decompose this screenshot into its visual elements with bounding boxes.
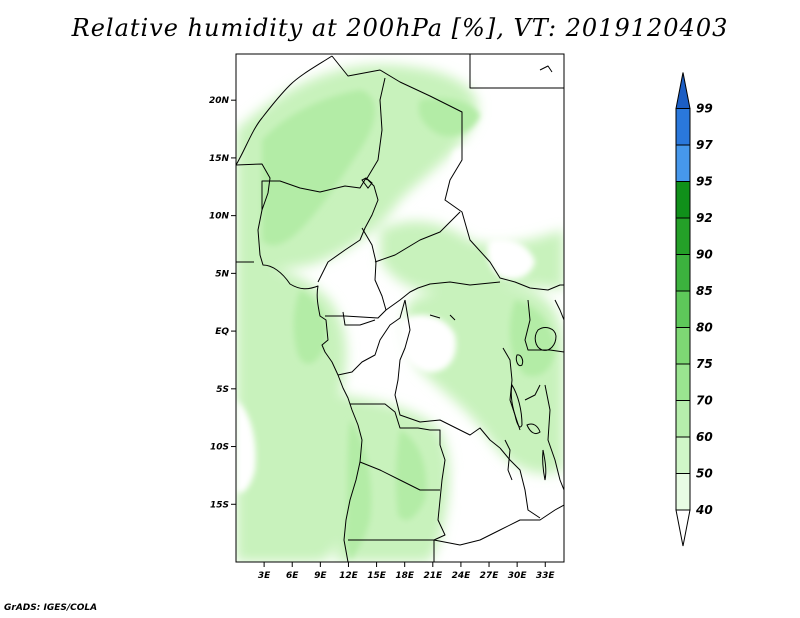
colorbar-segment	[675, 254, 691, 292]
plot-frame	[235, 53, 565, 563]
colorbar-segment	[675, 473, 691, 511]
y-tick-label: 5S	[216, 385, 229, 395]
colorbar-segment	[675, 181, 691, 219]
colorbar-label: 40	[695, 503, 713, 517]
y-tick-label: 10S	[210, 443, 229, 453]
colorbar: 40 50 60 70 75 80 85 90 92 95 97 99	[675, 72, 713, 547]
colorbar-segment	[675, 436, 691, 474]
x-tick-label: 18E	[395, 571, 415, 581]
lakes	[361, 177, 557, 481]
colorbar-segment	[675, 108, 691, 146]
colorbar-label: 60	[696, 430, 713, 444]
x-tick-label: 6E	[286, 571, 299, 581]
colorbar-segment	[675, 327, 691, 365]
y-tick-label: EQ	[215, 327, 229, 337]
x-tick-label: 30E	[508, 571, 528, 581]
country-borders	[236, 54, 564, 562]
x-tick-label: 27E	[480, 571, 500, 581]
x-axis: 3E 6E 9E 12E 15E 18E 21E 24E 27E 30E 33E	[258, 562, 556, 581]
grads-credit: GrADS: IGES/COLA	[4, 603, 98, 613]
colorbar-label: 80	[696, 321, 713, 335]
colorbar-label: 85	[696, 284, 713, 298]
y-tick-label: 15S	[210, 500, 229, 510]
colorbar-label: 70	[696, 394, 713, 408]
humidity-field	[236, 54, 564, 562]
colorbar-label: 90	[696, 248, 713, 262]
x-tick-label: 15E	[367, 571, 387, 581]
colorbar-label: 99	[696, 102, 713, 116]
x-tick-label: 33E	[536, 571, 556, 581]
x-tick-label: 21E	[423, 571, 443, 581]
y-tick-label: 20N	[209, 96, 230, 106]
colorbar-label: 97	[696, 138, 713, 152]
colorbar-segment	[675, 363, 691, 401]
colorbar-segment	[675, 290, 691, 328]
y-axis: 20N 15N 10N 5N EQ 5S 10S 15S	[209, 96, 236, 510]
colorbar-segment	[675, 217, 691, 255]
colorbar-segment	[675, 400, 691, 438]
map-title: Relative humidity at 200hPa [%], VT: 201…	[71, 14, 729, 42]
colorbar-segment	[675, 144, 691, 182]
colorbar-label: 95	[696, 175, 713, 189]
y-tick-label: 15N	[209, 154, 230, 164]
colorbar-segment	[675, 509, 691, 547]
x-tick-label: 3E	[258, 571, 271, 581]
colorbar-label: 92	[696, 211, 713, 225]
colorbar-label: 75	[696, 357, 713, 371]
x-tick-label: 24E	[452, 571, 472, 581]
colorbar-segment	[675, 72, 691, 109]
y-tick-label: 10N	[209, 212, 230, 222]
y-tick-label: 5N	[215, 269, 229, 279]
x-tick-label: 9E	[314, 571, 327, 581]
colorbar-label: 50	[696, 467, 713, 481]
x-tick-label: 12E	[339, 571, 359, 581]
